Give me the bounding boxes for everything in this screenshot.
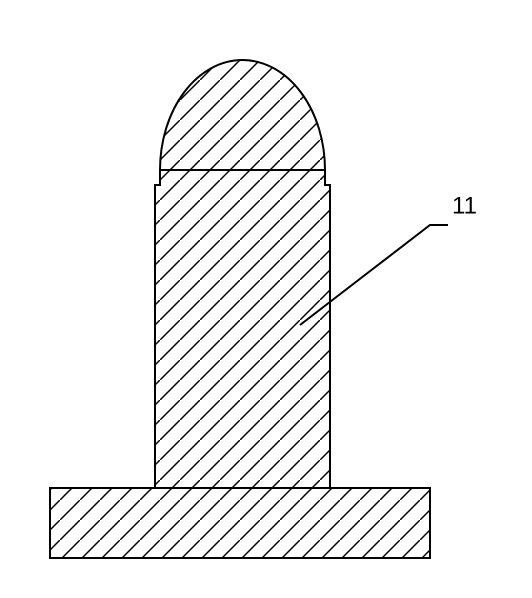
technical-figure: 11 xyxy=(0,0,532,598)
callout-label-11: 11 xyxy=(452,192,477,219)
